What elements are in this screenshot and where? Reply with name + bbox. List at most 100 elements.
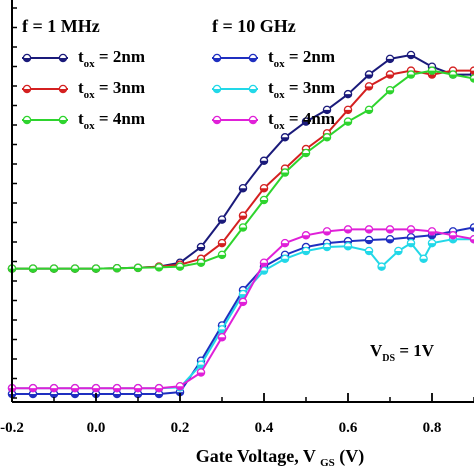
data-point — [343, 225, 353, 234]
data-point — [364, 70, 374, 79]
data-point — [238, 183, 248, 193]
data-point — [343, 89, 353, 99]
legend-label: tox = 3nm — [78, 78, 145, 101]
data-point — [154, 383, 164, 393]
legend-marker — [22, 115, 32, 125]
legend-layer: f = 1 MHz f = 10 GHz tox = 2nm tox = 3nm tox… — [22, 16, 335, 132]
data-point — [238, 223, 248, 232]
data-point — [196, 258, 206, 267]
legend-label: tox = 2nm — [78, 47, 145, 70]
x-tick-label: 0.4 — [255, 420, 274, 436]
data-point — [280, 168, 290, 177]
legend-entry-right-2: tox = 3nm — [212, 78, 335, 101]
data-point — [406, 225, 416, 234]
legend-label: tox = 4nm — [78, 109, 145, 132]
data-point — [385, 225, 395, 234]
vds-annotation: VDS = 1V — [370, 341, 435, 364]
data-point — [385, 70, 395, 79]
data-point — [154, 389, 164, 399]
legend-marker — [212, 115, 222, 125]
data-point — [301, 117, 311, 126]
data-point — [280, 238, 290, 248]
data-point — [28, 264, 38, 273]
series-3 — [7, 66, 474, 273]
data-point — [280, 254, 290, 264]
data-point — [196, 368, 206, 377]
data-point — [427, 227, 437, 236]
data-point — [406, 238, 416, 248]
data-point — [343, 117, 353, 126]
data-point — [322, 133, 332, 142]
x-tick-label: 0.2 — [171, 420, 190, 436]
x-tick-label: -0.2 — [0, 420, 24, 436]
data-point — [448, 231, 458, 240]
label-layer: Gate Voltage, V GS (V) VDS = 1V — [196, 341, 435, 469]
data-point — [259, 156, 269, 166]
legend-marker — [58, 84, 68, 94]
data-point — [133, 263, 143, 273]
legend-entry-left-2: tox = 3nm — [22, 78, 145, 101]
data-point — [427, 238, 437, 248]
data-point — [217, 238, 227, 248]
data-point — [364, 246, 374, 256]
data-point — [175, 381, 185, 391]
data-point — [406, 50, 416, 60]
data-point — [70, 383, 80, 393]
x-tick-label: 0.0 — [87, 420, 106, 436]
data-point — [448, 70, 458, 79]
legend-title-10ghz: f = 10 GHz — [212, 16, 296, 36]
legend-marker — [212, 53, 222, 63]
data-point — [364, 235, 374, 245]
data-point — [385, 54, 395, 64]
data-point — [154, 263, 164, 272]
data-point — [259, 258, 269, 267]
data-point — [469, 234, 474, 244]
data-point — [301, 148, 311, 158]
data-point — [419, 254, 428, 264]
legend-entry-right-1: tox = 2nm — [212, 47, 335, 70]
legend-label: tox = 3nm — [268, 78, 335, 101]
data-point — [322, 242, 332, 252]
data-point — [70, 264, 80, 273]
legend-marker — [58, 53, 68, 63]
data-point — [364, 105, 374, 115]
data-point — [196, 242, 206, 252]
series-6 — [7, 225, 474, 393]
data-point — [238, 297, 248, 307]
legend-label: tox = 4nm — [268, 109, 335, 132]
data-point — [217, 215, 227, 224]
data-point — [377, 262, 386, 271]
data-point — [343, 105, 353, 115]
data-point — [364, 225, 374, 234]
x-tick-label: 0.6 — [339, 420, 358, 436]
data-point — [406, 70, 416, 79]
data-point — [133, 383, 143, 393]
legend-marker — [58, 115, 68, 125]
data-point — [322, 227, 332, 236]
data-point — [28, 383, 38, 393]
data-point — [301, 246, 311, 256]
data-point — [469, 66, 474, 75]
data-point — [280, 133, 290, 142]
data-point — [112, 383, 122, 393]
legend-title-1mhz: f = 1 MHz — [22, 16, 100, 36]
data-point — [322, 105, 332, 115]
legend-entry-left-3: tox = 4nm — [22, 109, 145, 132]
data-point — [469, 74, 474, 83]
data-point — [385, 85, 395, 95]
data-point — [49, 383, 59, 393]
legend-label: tox = 2nm — [268, 47, 335, 70]
data-point — [259, 195, 269, 205]
data-point — [217, 250, 227, 260]
legend-entry-right-3: tox = 4nm — [212, 109, 335, 132]
data-point — [364, 82, 374, 91]
x-axis-label: Gate Voltage, V GS (V) — [196, 446, 365, 469]
data-point — [238, 211, 248, 220]
data-point — [301, 231, 311, 240]
data-point — [469, 223, 474, 232]
data-point — [394, 246, 403, 256]
legend-marker — [248, 53, 258, 63]
legend-marker — [248, 115, 258, 125]
legend-marker — [248, 84, 258, 94]
